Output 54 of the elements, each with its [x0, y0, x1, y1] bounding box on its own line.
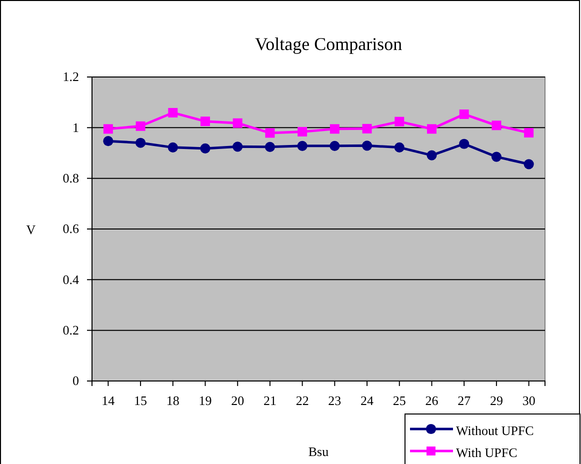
x-tick-label: 18: [166, 393, 180, 408]
point: [362, 124, 372, 134]
x-tick-label: 14: [102, 393, 116, 408]
x-tick-label: 21: [263, 393, 276, 408]
x-axis-title: Bsu: [308, 444, 330, 459]
point: [265, 128, 275, 138]
x-tick-label: 30: [522, 393, 536, 408]
x-tick-label: 22: [296, 393, 309, 408]
x-tick-label: 27: [458, 393, 472, 408]
point: [168, 108, 178, 118]
point: [297, 140, 308, 151]
chart-title: Voltage Comparison: [254, 34, 402, 54]
point: [168, 142, 178, 152]
point: [491, 152, 502, 162]
point: [524, 128, 534, 138]
point: [200, 143, 210, 154]
point: [264, 142, 276, 152]
point: [135, 138, 146, 148]
y-tick-label: 0.8: [62, 170, 79, 186]
point: [298, 126, 308, 136]
x-tick-label: 20: [231, 393, 244, 408]
x-tick-label: 29: [490, 393, 503, 408]
legend-label: With UPFC: [456, 445, 518, 460]
point: [232, 142, 243, 152]
point: [200, 116, 210, 126]
point: [394, 116, 404, 126]
y-tick-label: 1: [72, 120, 79, 135]
x-tick-label: 19: [198, 393, 212, 408]
y-tick-label: 0.6: [62, 221, 80, 236]
x-tick-label: 25: [392, 393, 406, 408]
point: [232, 118, 242, 128]
legend-label: Without UPFC: [456, 423, 534, 438]
point: [492, 120, 502, 130]
point: [459, 138, 470, 149]
point: [103, 136, 114, 146]
point: [427, 124, 436, 134]
point: [394, 142, 404, 152]
point: [103, 124, 113, 134]
y-tick-label: 0.2: [62, 322, 79, 338]
x-tick-label: 15: [134, 393, 148, 408]
point: [426, 150, 437, 160]
point: [330, 140, 340, 151]
y-axis-title: V: [26, 222, 36, 237]
x-tick-label: 23: [328, 393, 342, 408]
point: [136, 121, 146, 131]
x-tick-label: 24: [360, 393, 374, 408]
y-tick-label: 0: [72, 373, 79, 388]
point: [362, 140, 372, 151]
point: [459, 109, 469, 119]
point: [330, 124, 340, 134]
y-tick-label: 1.2: [62, 69, 79, 84]
y-tick-label: 0.4: [62, 272, 80, 287]
point: [524, 159, 534, 170]
x-tick-label: 26: [425, 393, 439, 408]
